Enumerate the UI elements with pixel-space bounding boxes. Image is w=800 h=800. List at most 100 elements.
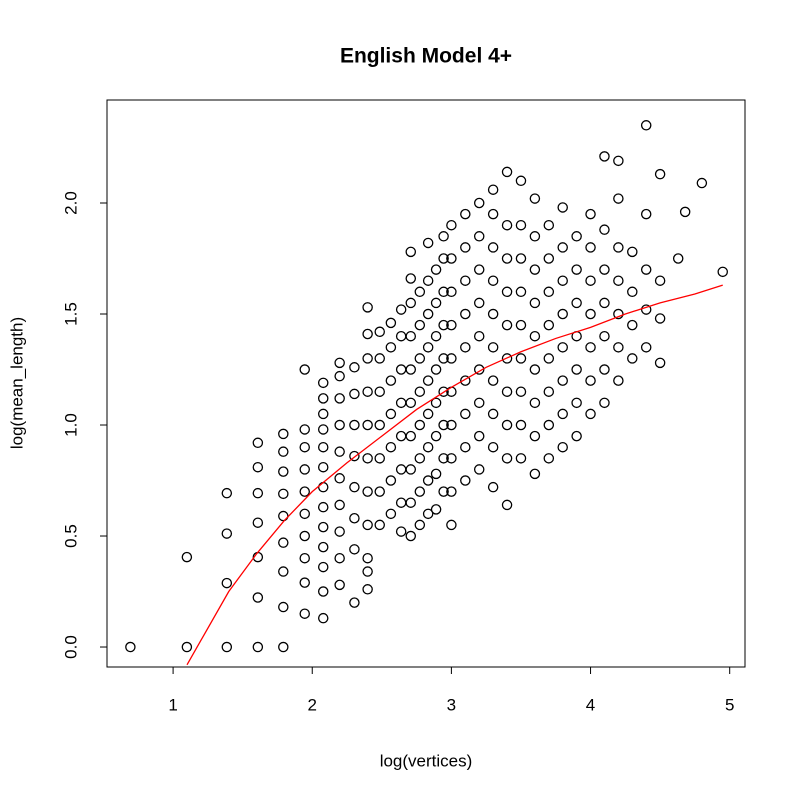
point bbox=[334, 552, 345, 564]
point bbox=[654, 357, 666, 369]
point bbox=[414, 386, 426, 397]
point bbox=[405, 497, 417, 508]
point bbox=[529, 397, 541, 409]
point bbox=[487, 308, 499, 320]
point bbox=[487, 342, 499, 353]
point bbox=[374, 486, 385, 497]
point bbox=[654, 275, 666, 286]
point bbox=[317, 408, 329, 420]
point bbox=[362, 419, 373, 431]
point bbox=[430, 297, 442, 309]
point bbox=[414, 353, 426, 364]
point bbox=[317, 501, 329, 513]
point bbox=[422, 275, 434, 286]
point bbox=[515, 319, 527, 331]
point bbox=[374, 419, 385, 431]
point bbox=[405, 430, 417, 442]
point bbox=[405, 273, 417, 284]
point bbox=[501, 419, 513, 431]
point bbox=[299, 577, 310, 588]
point bbox=[362, 328, 373, 340]
point bbox=[515, 386, 527, 397]
point bbox=[317, 541, 329, 553]
point bbox=[362, 566, 373, 577]
point bbox=[349, 544, 360, 555]
point bbox=[405, 364, 417, 375]
point bbox=[571, 231, 582, 242]
point bbox=[446, 419, 457, 431]
point bbox=[422, 308, 434, 320]
point bbox=[501, 453, 513, 464]
point bbox=[672, 253, 684, 264]
point bbox=[627, 353, 638, 364]
point bbox=[599, 224, 610, 235]
point bbox=[278, 566, 289, 577]
point bbox=[422, 441, 434, 453]
point bbox=[438, 386, 449, 397]
point bbox=[515, 219, 527, 231]
point bbox=[334, 370, 345, 382]
point bbox=[374, 386, 385, 397]
point bbox=[627, 286, 638, 298]
point bbox=[543, 319, 555, 331]
point bbox=[252, 437, 264, 449]
y-tick-label: 0.5 bbox=[61, 524, 80, 548]
point bbox=[438, 353, 449, 364]
point bbox=[362, 386, 373, 397]
point bbox=[501, 319, 513, 331]
point bbox=[422, 342, 434, 353]
point bbox=[446, 486, 457, 497]
point bbox=[613, 375, 624, 386]
point bbox=[430, 397, 442, 409]
point bbox=[405, 530, 417, 542]
point bbox=[487, 208, 499, 220]
point bbox=[299, 364, 310, 375]
point bbox=[501, 286, 513, 298]
point bbox=[362, 552, 373, 564]
point bbox=[252, 592, 264, 603]
point bbox=[557, 202, 568, 213]
point bbox=[349, 419, 360, 431]
point bbox=[362, 519, 373, 531]
point bbox=[640, 120, 652, 131]
point bbox=[438, 231, 449, 242]
point bbox=[299, 530, 310, 542]
x-tick-label: 2 bbox=[308, 695, 317, 714]
point bbox=[252, 461, 264, 473]
point bbox=[422, 508, 434, 520]
point bbox=[473, 364, 485, 375]
point bbox=[599, 297, 610, 309]
point bbox=[717, 266, 728, 278]
point bbox=[334, 499, 345, 511]
point bbox=[422, 237, 434, 249]
point bbox=[557, 275, 568, 286]
point bbox=[446, 319, 457, 331]
point bbox=[585, 308, 596, 320]
point bbox=[515, 253, 527, 264]
point bbox=[374, 326, 385, 338]
point bbox=[557, 408, 568, 420]
point bbox=[438, 253, 449, 264]
point bbox=[599, 397, 610, 409]
point bbox=[654, 313, 666, 324]
point bbox=[543, 353, 555, 364]
point bbox=[515, 175, 527, 187]
point bbox=[438, 453, 449, 464]
y-tick-label: 1.0 bbox=[61, 413, 80, 437]
x-tick-label: 5 bbox=[725, 695, 734, 714]
point bbox=[385, 408, 397, 420]
point bbox=[349, 481, 360, 493]
point bbox=[487, 408, 499, 420]
point bbox=[585, 408, 596, 420]
point bbox=[438, 486, 449, 497]
point bbox=[278, 537, 289, 548]
point bbox=[571, 264, 582, 275]
y-tick-label: 1.5 bbox=[61, 302, 80, 326]
point bbox=[349, 597, 360, 608]
point bbox=[613, 342, 624, 353]
point bbox=[438, 286, 449, 298]
point bbox=[613, 308, 624, 320]
fit-curve bbox=[186, 284, 723, 666]
point bbox=[405, 246, 417, 258]
point bbox=[487, 275, 499, 286]
